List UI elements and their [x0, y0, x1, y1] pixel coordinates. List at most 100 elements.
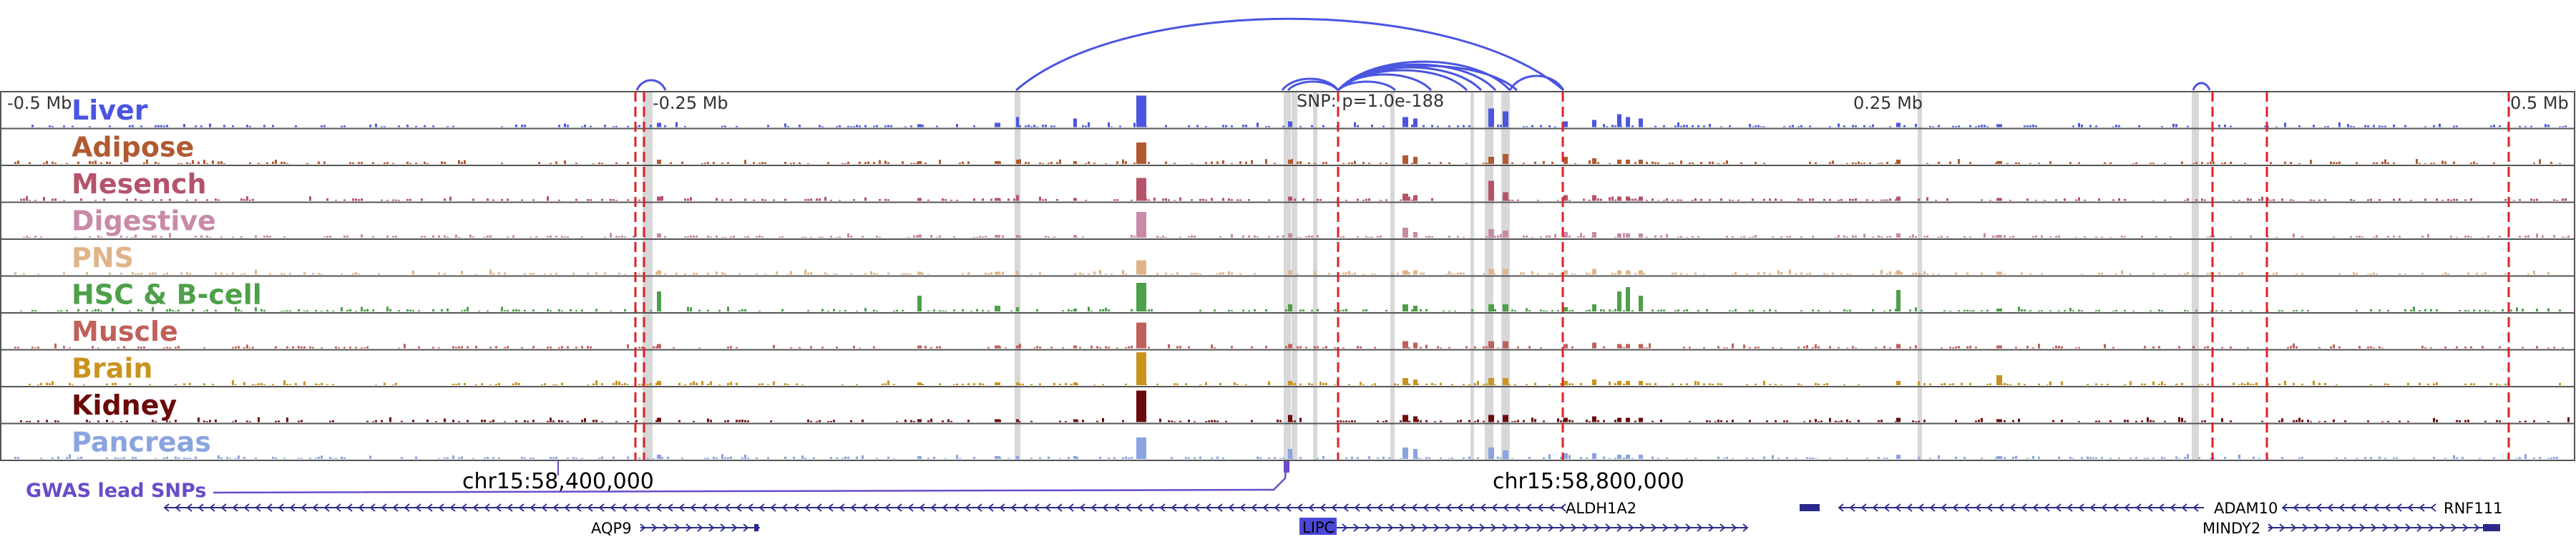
- signal-peak: [917, 161, 922, 164]
- signal-peak: [1136, 95, 1146, 127]
- signal-peak: [1488, 108, 1494, 127]
- signal-peak: [1136, 437, 1146, 459]
- signal-peak: [1016, 345, 1019, 349]
- signal-peak: [1413, 270, 1418, 275]
- axis-tick-label: 0.25 Mb: [1853, 93, 1923, 113]
- signal-peak: [1402, 415, 1408, 422]
- signal-peak: [1617, 417, 1621, 422]
- signal-peak: [1563, 270, 1568, 275]
- signal-peak: [917, 271, 922, 275]
- track-label: Adipose: [72, 132, 194, 163]
- signal-peak: [1288, 233, 1292, 238]
- signal-peak: [1402, 270, 1408, 275]
- gene-label: LIPC: [1302, 519, 1335, 536]
- signal-peak: [1639, 233, 1643, 238]
- signal-peak: [1626, 160, 1630, 164]
- signal-peak: [1639, 196, 1643, 201]
- signal-peak: [995, 198, 1000, 201]
- signal-peak: [1073, 309, 1077, 311]
- signal-peak: [1503, 154, 1508, 164]
- signal-peak: [1413, 416, 1418, 422]
- signal-peak: [1016, 456, 1019, 459]
- signal-peak: [1896, 233, 1901, 238]
- signal-peak: [917, 419, 922, 422]
- signal-noise: [29, 380, 2561, 385]
- signal-peak: [1996, 456, 2002, 459]
- signal-peak: [917, 296, 922, 311]
- signal-peak: [1563, 121, 1568, 127]
- signal-peak: [1996, 235, 2002, 238]
- signal-peak: [1617, 196, 1621, 201]
- signal-peak: [1136, 390, 1146, 422]
- signal-peak: [1563, 157, 1568, 164]
- axis-tick-label: 0.5 Mb: [2510, 93, 2569, 113]
- track-label: Liver: [72, 95, 148, 126]
- signal-peak: [1413, 379, 1418, 385]
- signal-peak: [657, 381, 661, 385]
- signal-peak: [657, 122, 661, 127]
- signal-peak: [1136, 142, 1146, 164]
- signal-peak: [1639, 160, 1643, 164]
- signal-track: [20, 178, 2567, 201]
- signal-peak: [1503, 192, 1508, 201]
- signal-peak: [1639, 381, 1643, 385]
- signal-peak: [1563, 232, 1568, 238]
- signal-peak: [995, 271, 1000, 275]
- signal-peak: [1073, 273, 1077, 275]
- signal-peak: [1592, 232, 1596, 238]
- gene-exon: [1800, 504, 1820, 511]
- signal-peak: [995, 345, 1000, 349]
- signal-peak: [1996, 271, 2002, 275]
- signal-peak: [1402, 228, 1408, 238]
- chromatin-loop: [1337, 80, 1397, 92]
- signal-peak: [1488, 157, 1494, 164]
- signal-peak: [1073, 161, 1077, 164]
- signal-peak: [1073, 419, 1077, 422]
- signal-peak: [995, 419, 1000, 422]
- signal-peak: [657, 196, 661, 201]
- signal-peak: [657, 291, 661, 311]
- signal-peak: [1402, 304, 1408, 311]
- signal-peak: [1563, 307, 1568, 311]
- gene-highlight-box: [1299, 518, 1337, 535]
- signal-peak: [1626, 417, 1630, 422]
- signal-peak: [1896, 417, 1901, 422]
- signal-peak: [995, 122, 1000, 127]
- signal-peak: [1288, 121, 1292, 127]
- signal-track: [14, 142, 2561, 164]
- signal-peak: [1617, 233, 1621, 238]
- signal-peak: [917, 345, 922, 349]
- signal-peak: [1617, 114, 1621, 127]
- signal-peak: [1896, 290, 1901, 311]
- signal-peak: [1488, 415, 1494, 422]
- gene-exon: [2483, 524, 2500, 531]
- signal-peak: [1488, 341, 1494, 349]
- signal-peak: [1288, 344, 1292, 349]
- signal-peak: [1503, 231, 1508, 238]
- signal-peak: [1136, 212, 1146, 238]
- signal-peak: [1896, 122, 1901, 127]
- track-frame: [0, 422, 2575, 461]
- signal-peak: [995, 161, 1000, 164]
- track-frames: [0, 91, 2575, 461]
- track-label: Kidney: [72, 390, 177, 421]
- gene-track: ALDH1A2 AQP9 LIPC ADAM10 MINDY2 RNF111: [163, 500, 2502, 537]
- signal-peak: [1626, 196, 1630, 201]
- signal-peak: [657, 417, 661, 422]
- signal-peak: [1996, 419, 2002, 422]
- signal-peak: [1288, 381, 1292, 385]
- axis: -0.5 Mb -0.25 Mb 0.25 Mb 0.5 Mb SNP: p=1…: [7, 91, 2569, 113]
- signal-peak: [1488, 304, 1494, 311]
- signal-peak: [1896, 196, 1901, 201]
- signal-peak: [1592, 416, 1596, 422]
- signal-peak: [1592, 195, 1596, 201]
- track-labels: Liver Adipose Mesench Digestive PNS HSC & B-c…: [72, 95, 262, 458]
- signal-peak: [1073, 235, 1077, 238]
- signal-peak: [1617, 270, 1621, 275]
- gene-strand-arrows: [640, 523, 761, 532]
- signal-peak: [1073, 345, 1077, 349]
- signal-peak: [1896, 381, 1901, 385]
- signal-track: [31, 95, 2567, 127]
- signal-track: [29, 352, 2561, 385]
